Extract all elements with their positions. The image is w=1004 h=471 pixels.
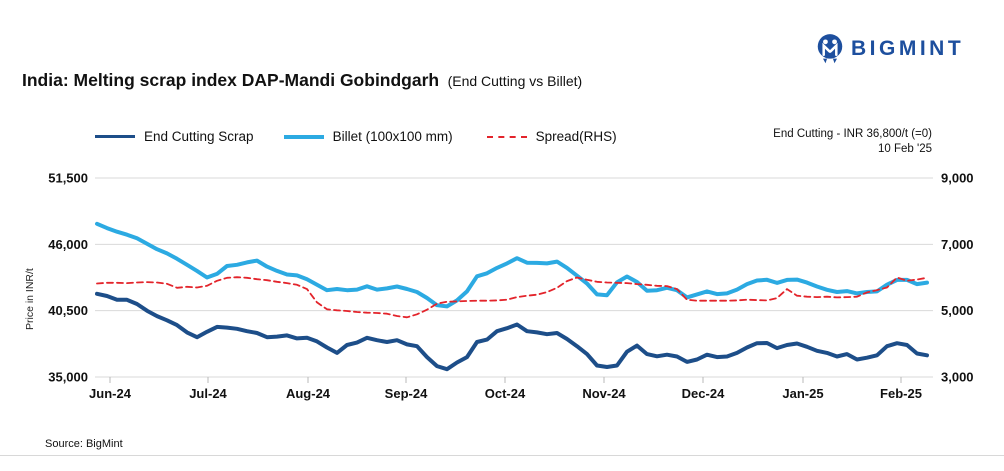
bigmint-logo-icon [816,33,844,64]
legend-label-spread: Spread(RHS) [535,129,617,144]
x-axis-tick-label: Nov-24 [582,386,626,401]
x-axis-tick-label: Sep-24 [385,386,428,401]
x-axis-tick-label: Jun-24 [89,386,132,401]
legend-item-end-cutting: End Cutting Scrap [95,129,254,144]
right-axis-tick-label: 7,000 [941,237,974,252]
x-axis-tick-label: Jul-24 [189,386,227,401]
legend-item-spread: Spread(RHS) [486,129,617,144]
chart-title-main: India: Melting scrap index DAP-Mandi Gob… [22,70,440,90]
series-line-end-cutting-scrap [95,291,929,372]
chart-legend: End Cutting Scrap Billet (100x100 mm) Sp… [95,129,617,144]
series-line-billet-100x100-mm [95,221,929,309]
latest-value-annotation: End Cutting - INR 36,800/t (=0) 10 Feb '… [773,127,932,157]
plot-area: 35,000 3,000 40,500 5,000 46,000 7,000 51,500 9… [48,171,974,402]
bigmint-logo: BIGMINT [816,33,964,64]
chart-title: India: Melting scrap index DAP-Mandi Gob… [22,70,582,91]
legend-label-billet: Billet (100x100 mm) [332,129,453,144]
legend-label-end-cutting: End Cutting Scrap [144,129,254,144]
bigmint-logo-text: BIGMINT [851,36,965,60]
chart-title-sub: (End Cutting vs Billet) [447,73,583,89]
left-axis-tick-label: 51,500 [48,171,88,186]
source-note: Source: BigMint [45,438,123,450]
left-axis-tick-label: 40,500 [48,303,88,318]
left-axis-tick-label: 35,000 [48,370,88,385]
legend-swatch-end-cutting [95,135,135,138]
x-axis-tick-label: Dec-24 [682,386,725,401]
series-line-spread-rhs [96,276,928,319]
x-axis-tick-label: Oct-24 [485,386,526,401]
x-axis-tick-label: Jan-25 [782,386,823,401]
bottom-divider [0,455,1004,456]
legend-swatch-billet [283,134,324,139]
left-axis-tick-label: 46,000 [48,237,88,252]
x-axis-tick-label: Aug-24 [286,386,331,401]
legend-swatch-spread [486,135,527,138]
annotation-date: 10 Feb '25 [878,143,932,155]
x-axis-tick-label: Feb-25 [880,386,922,401]
legend-item-billet: Billet (100x100 mm) [283,129,453,144]
right-axis-tick-label: 5,000 [941,303,974,318]
right-axis-tick-label: 3,000 [941,370,974,385]
right-axis-tick-label: 9,000 [941,171,974,186]
annotation-price: End Cutting - INR 36,800/t (=0) [773,128,932,140]
